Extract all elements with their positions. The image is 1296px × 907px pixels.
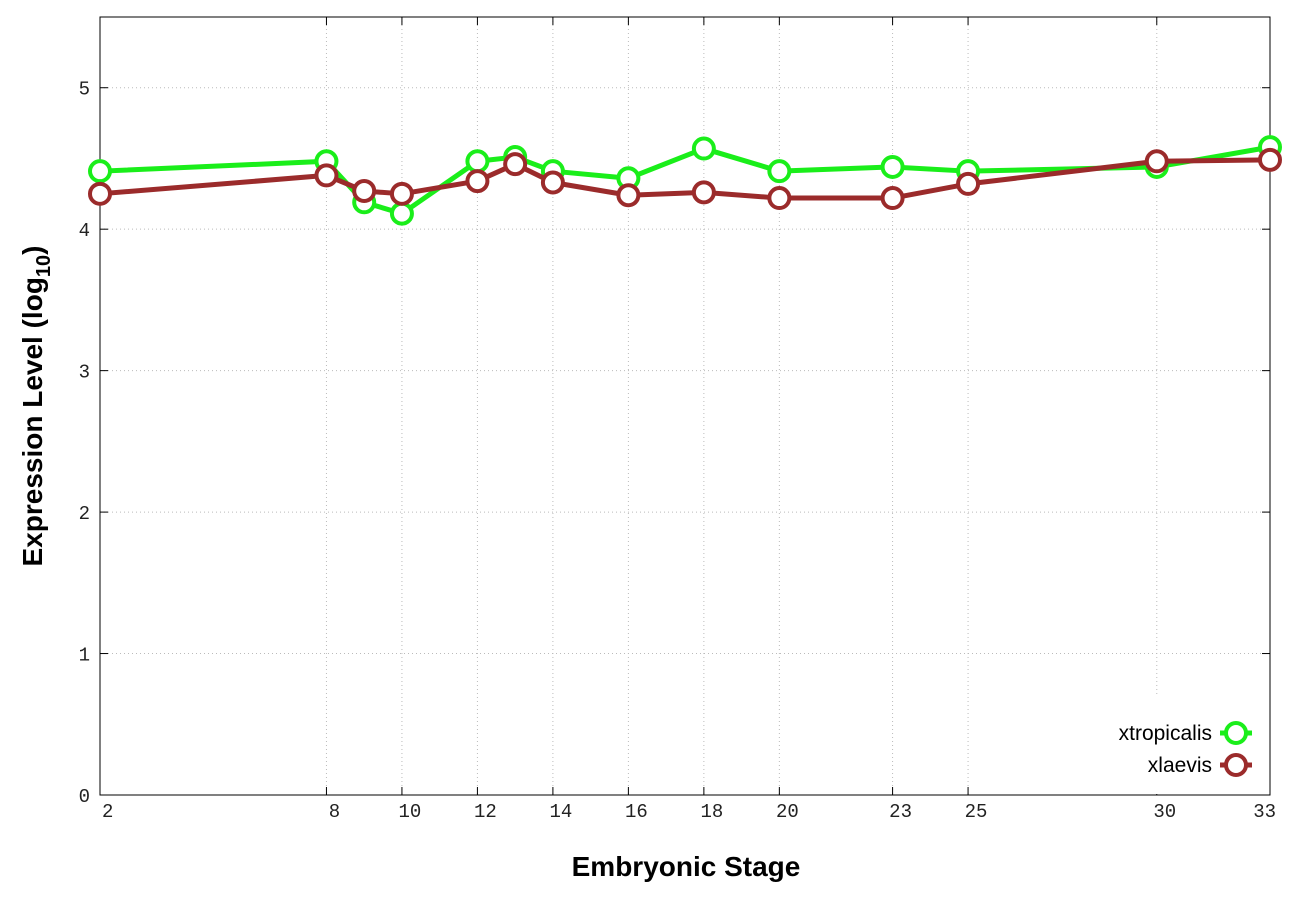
data-point (389, 181, 414, 206)
x-tick-label: 30 (1153, 801, 1176, 823)
data-point (465, 149, 490, 174)
data-point (767, 186, 792, 211)
x-axis-label: Embryonic Stage (572, 851, 801, 882)
data-point (880, 154, 905, 179)
y-label-suffix: ) (17, 246, 48, 255)
y-label-text: Expression Level (log (17, 277, 48, 566)
data-point (503, 152, 528, 177)
y-tick-label: 5 (79, 79, 90, 101)
y-tick-label: 2 (79, 503, 90, 525)
data-point (540, 170, 565, 195)
x-tick-label: 33 (1253, 801, 1276, 823)
x-tick-label: 25 (965, 801, 988, 823)
data-point (767, 159, 792, 184)
y-tick-label: 1 (79, 645, 90, 667)
y-tick-label: 3 (79, 362, 90, 384)
y-axis-label: Expression Level (log10) (17, 246, 55, 567)
data-point (465, 169, 490, 194)
legend-marker (1224, 753, 1248, 777)
data-point (691, 180, 716, 205)
legend-marker (1224, 721, 1248, 745)
y-tick-label: 0 (79, 786, 90, 808)
data-point (1258, 147, 1282, 172)
data-point (691, 136, 716, 161)
legend-label: xlaevis (1148, 754, 1212, 777)
x-tick-label: 23 (889, 801, 912, 823)
data-point (956, 171, 981, 196)
data-point (88, 159, 112, 184)
x-tick-label: 10 (399, 801, 422, 823)
x-tick-label: 18 (700, 801, 723, 823)
data-point (389, 201, 414, 226)
x-tick-label: 12 (474, 801, 497, 823)
y-label-subscript: 10 (33, 255, 55, 277)
x-tick-label: 16 (625, 801, 648, 823)
x-tick-label: 2 (102, 801, 113, 823)
data-point (352, 178, 377, 203)
plot-frame (99, 16, 1271, 796)
x-tick-label: 14 (549, 801, 572, 823)
data-point (88, 181, 112, 206)
x-tick-label: 20 (776, 801, 799, 823)
data-point (616, 183, 641, 208)
x-tick-label: 8 (329, 801, 340, 823)
data-point (1144, 149, 1169, 174)
data-point (314, 163, 339, 188)
data-point (880, 186, 905, 211)
legend-label: xtropicalis (1119, 722, 1212, 745)
y-tick-label: 4 (79, 220, 90, 242)
